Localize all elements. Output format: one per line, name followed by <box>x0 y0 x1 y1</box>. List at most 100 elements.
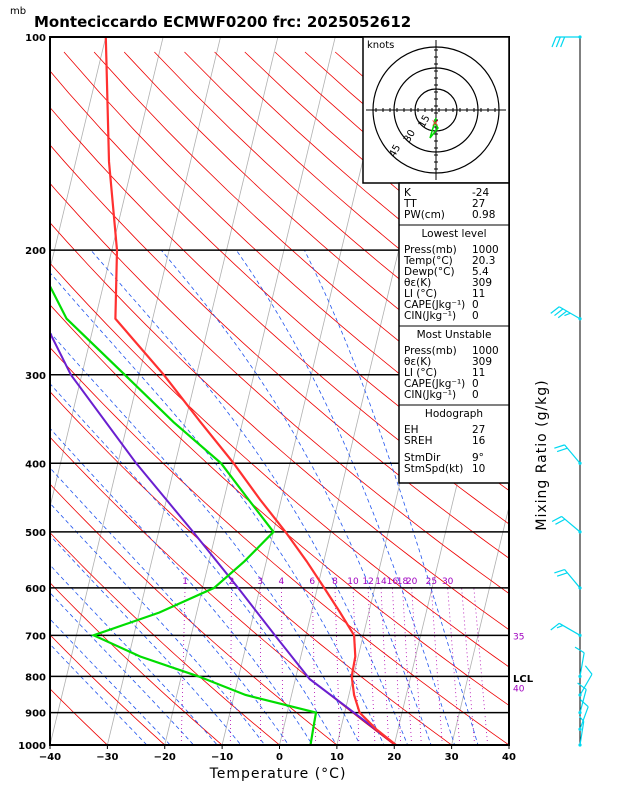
mixing-ratio-label: 12 <box>362 577 373 587</box>
stats-section-title: Hodograph <box>425 408 483 420</box>
mixing-ratio-label: 18 <box>397 577 409 587</box>
wind-barb-flag <box>577 682 587 690</box>
wind-barb-flag <box>557 310 568 319</box>
mixing-ratio-label: 10 <box>347 577 359 587</box>
stat-label: CIN(Jkg⁻¹) <box>404 310 456 322</box>
parcel-trace <box>50 330 397 745</box>
pressure-tick-label: 100 <box>25 33 46 44</box>
dry-adiabat-line <box>50 483 338 745</box>
isotherm-line <box>566 37 618 745</box>
isotherm-line <box>508 743 509 745</box>
moist-adiabat-line <box>50 534 242 745</box>
hodograph-units: knots <box>367 40 394 51</box>
wind-barb-shaft <box>579 652 585 677</box>
stat-value: 5.4 <box>472 266 489 278</box>
stat-value: 0.98 <box>472 209 495 221</box>
hodograph-ring-label: 45 <box>387 143 403 160</box>
dry-adiabat-line <box>50 70 509 492</box>
dry-adiabat-line <box>50 304 509 706</box>
wind-barb-flag <box>551 515 562 523</box>
stat-label: Dewp(°C) <box>404 266 455 278</box>
mixing-ratio-label: 8 <box>332 577 338 587</box>
hodograph-ring <box>372 46 500 174</box>
x-tick-label: 40 <box>502 752 516 763</box>
isotherm-line <box>50 37 221 745</box>
moist-adiabat-line <box>50 467 290 745</box>
stat-value: 9° <box>472 452 484 464</box>
chart-title: Monteciccardo ECMWF0200 frc: 2025052612 <box>34 13 411 31</box>
mixing-ratio-axis-title: Mixing Ratio (g/kg) <box>534 379 550 530</box>
pressure-tick-label: 300 <box>25 371 46 382</box>
mixing-ratio-label: 20 <box>406 577 418 587</box>
wind-barb-flag <box>556 572 568 577</box>
pressure-tick-label: 500 <box>25 528 46 539</box>
dry-adiabat-line <box>50 222 509 631</box>
wind-barb-flag <box>560 36 566 48</box>
stat-label: StmSpd(kt) <box>404 463 463 475</box>
wind-barb-flag <box>584 665 593 675</box>
stat-value: 27 <box>472 424 485 436</box>
moist-adiabat-line <box>50 427 313 745</box>
stat-label: Press(mb) <box>404 345 457 357</box>
mixing-ratio-label: 3 <box>257 577 263 587</box>
wind-barb-flag <box>554 444 565 449</box>
stat-label: CIN(Jkg⁻¹) <box>404 389 456 401</box>
moist-adiabat-line <box>50 331 361 745</box>
mixing-ratio-label: 35 <box>513 632 524 642</box>
x-tick-label: 30 <box>445 752 459 763</box>
units-label: mb <box>10 6 26 17</box>
isotherm-line <box>50 37 107 271</box>
dry-adiabat-line <box>50 688 108 745</box>
stat-value: 11 <box>472 288 485 300</box>
wind-barb-flag <box>555 518 566 525</box>
profiles <box>50 37 397 745</box>
moist-adiabat-line <box>50 564 218 745</box>
moist-adiabat-line <box>160 249 432 745</box>
stats-frame <box>398 182 510 484</box>
dry-adiabat-line <box>50 262 509 668</box>
stat-label: Temp(°C) <box>403 255 453 267</box>
wind-barb-flag <box>550 622 560 631</box>
wind-barb-flag <box>550 306 560 314</box>
wind-barb-shaft <box>579 689 587 713</box>
stat-label: LI (°C) <box>404 367 437 379</box>
stat-value: 309 <box>472 277 492 289</box>
stat-value: 11 <box>472 367 485 379</box>
temperature-trace <box>104 37 397 745</box>
dry-adiabat-line <box>50 634 166 745</box>
stat-label: PW(cm) <box>404 209 445 221</box>
stat-label: θε(K) <box>404 356 431 368</box>
pressure-tick-label: 1000 <box>18 741 46 752</box>
mixing-ratio-label: 16 <box>387 577 399 587</box>
dry-adiabat-line <box>93 51 509 427</box>
isotherm-line <box>164 37 336 745</box>
pressure-tick-labels: 100 200 300 400 500 600 700 800 900 1000 <box>18 33 46 752</box>
stats-section-title: Most Unstable <box>417 329 492 341</box>
x-tick-label: −10 <box>211 752 233 763</box>
mixing-ratio-label: 1 <box>182 577 188 587</box>
mixing-ratio-label: 14 <box>375 577 387 587</box>
x-tick-label: 10 <box>330 752 344 763</box>
wind-barb-flag <box>556 447 568 453</box>
dry-adiabat-line <box>50 582 223 745</box>
dry-adiabat-line <box>63 51 509 459</box>
moist-adiabat-line <box>50 383 337 745</box>
stat-label: StmDir <box>404 452 441 464</box>
wind-barb-flag <box>554 308 564 317</box>
stat-value: 0 <box>472 310 479 322</box>
pressure-tick-label: 200 <box>25 246 46 257</box>
stat-value: 10 <box>472 463 485 475</box>
dewpoint-trace <box>50 283 318 745</box>
stat-label: CAPE(Jkg⁻¹) <box>404 378 465 390</box>
wind-barb-flag <box>555 36 561 48</box>
wind-barb-shaft <box>564 444 581 464</box>
moist-adiabat-line <box>50 272 385 745</box>
moist-adiabat-line <box>90 249 409 745</box>
mixing-ratio-label: 4 <box>279 577 285 587</box>
dry-adiabat-line <box>50 532 281 745</box>
stat-value: 16 <box>472 435 486 447</box>
diagram-grid <box>50 37 618 745</box>
x-tick-label: 20 <box>387 752 401 763</box>
